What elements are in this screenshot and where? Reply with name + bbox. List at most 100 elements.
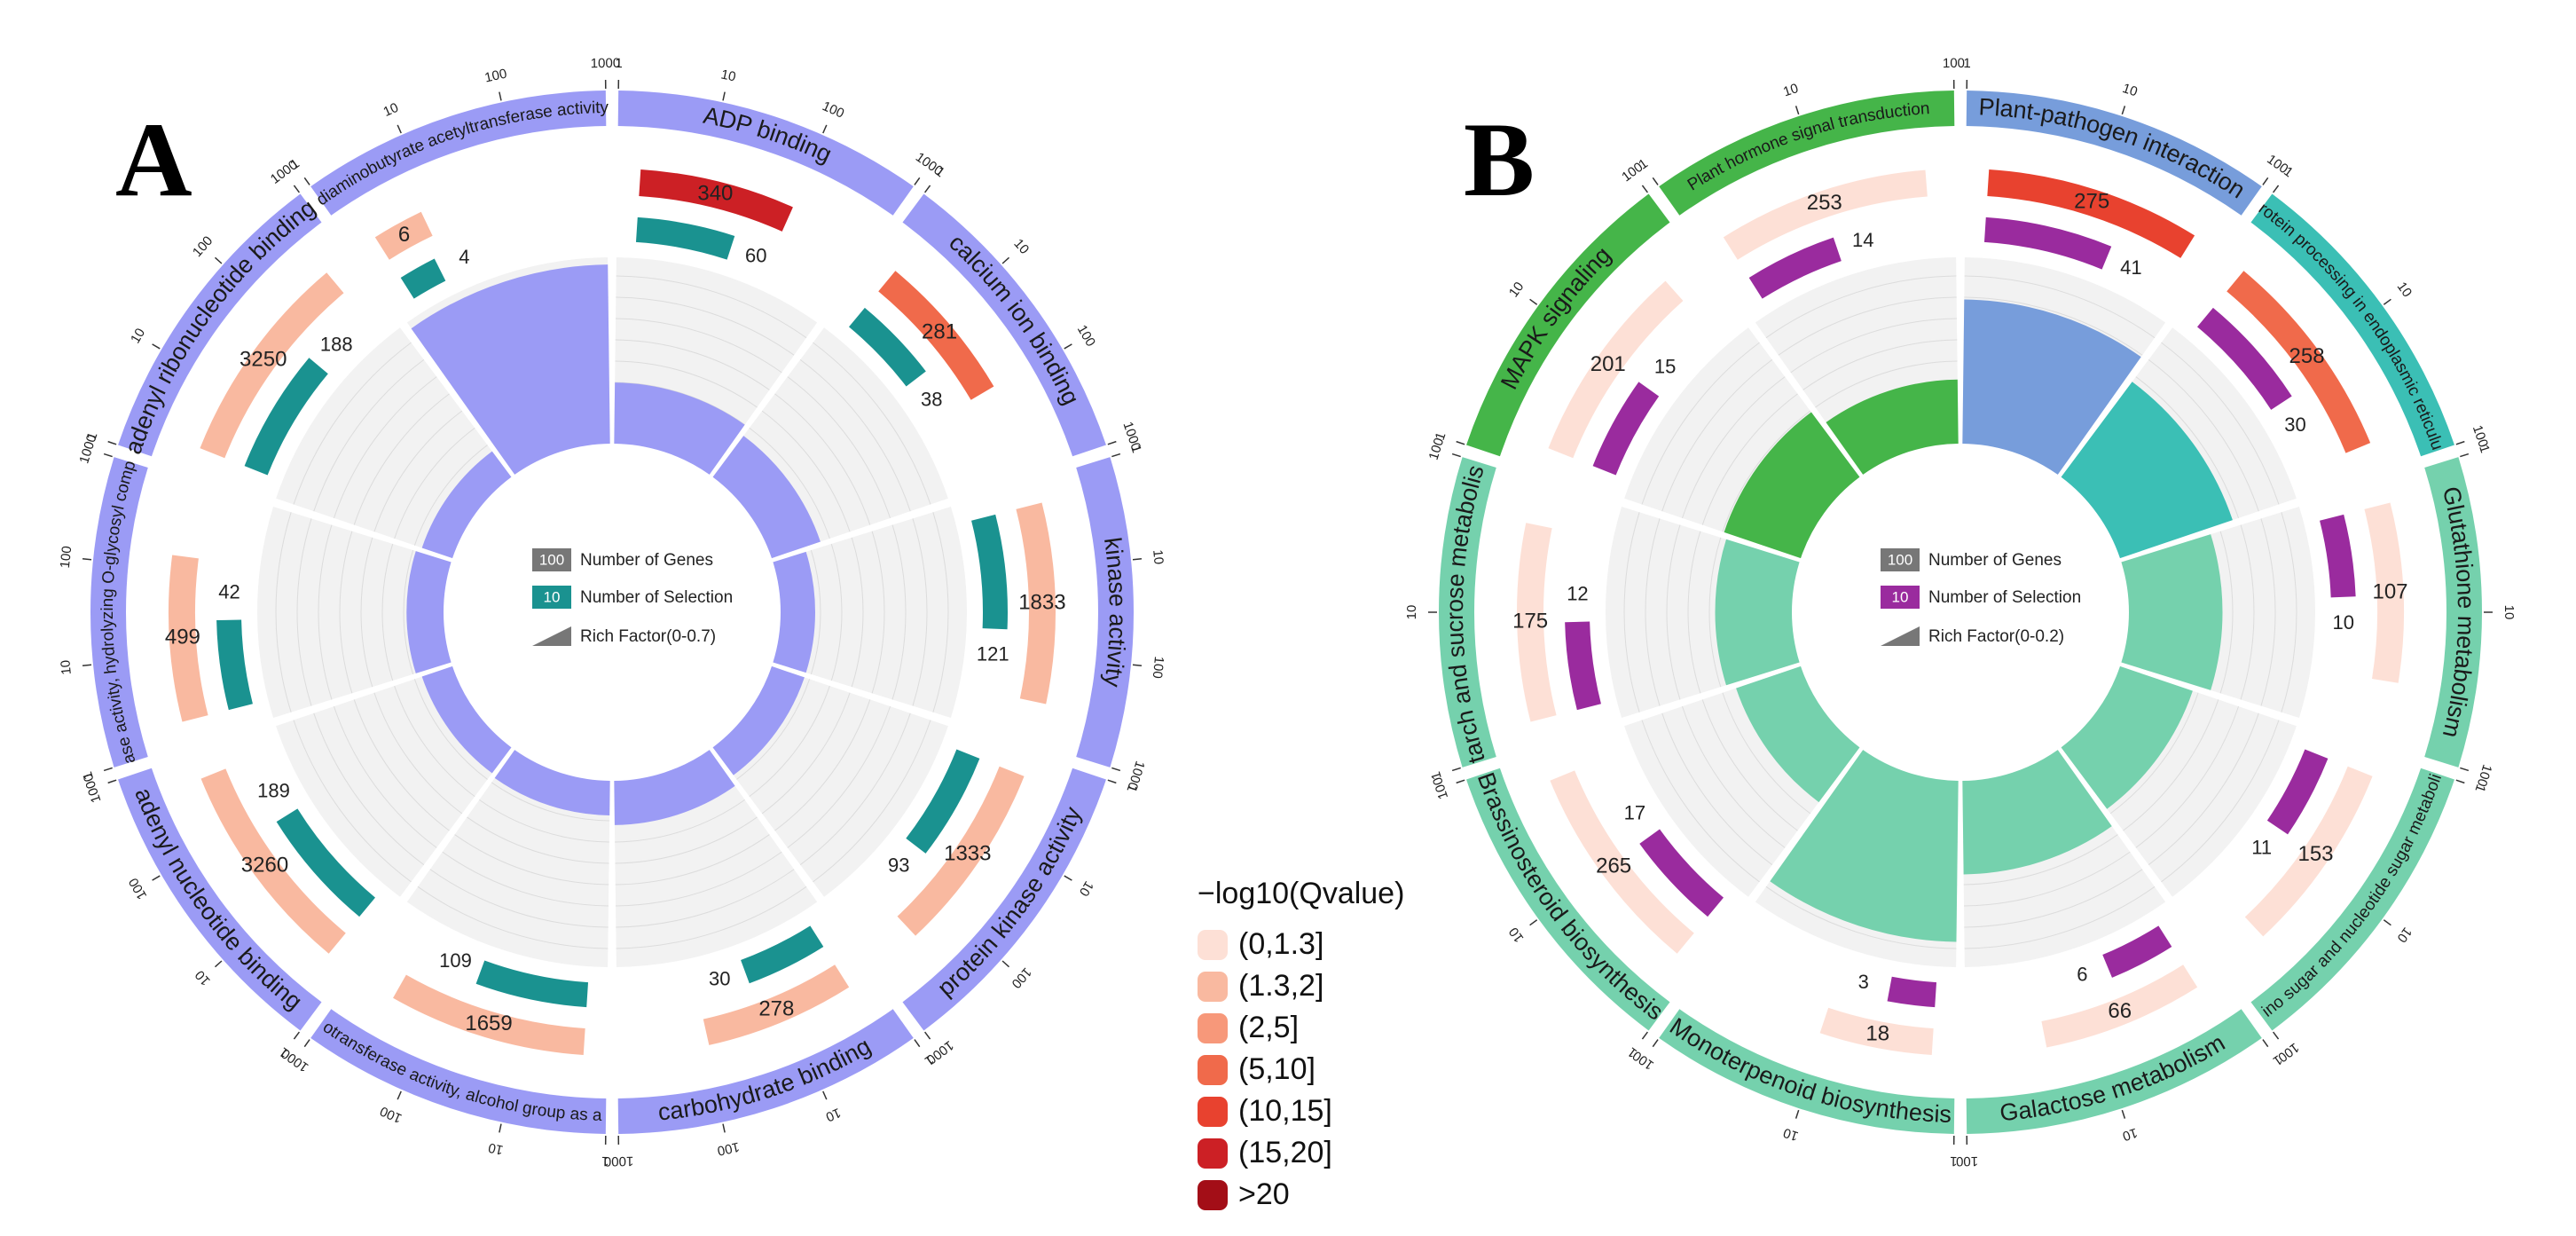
gene-count-label: 175: [1512, 610, 1548, 634]
scale-tick: [1796, 1110, 1799, 1119]
scale-tick-label: 100: [126, 875, 150, 901]
scale-tick: [1452, 454, 1461, 457]
selection-legend-box-label: 10: [544, 588, 561, 605]
scale-tick-label: 10: [58, 659, 75, 675]
selection-count-label: 3: [1858, 971, 1869, 993]
selection-count-label: 12: [1567, 583, 1588, 605]
gene-count-label: 18: [1865, 1021, 1889, 1045]
qvalue-legend-label: (10,15]: [1238, 1094, 1332, 1128]
gene-count-label: 253: [1807, 191, 1842, 215]
scale-tick: [104, 768, 113, 770]
gene-count-label: 66: [2108, 999, 2132, 1023]
gene-count-label: 3260: [241, 854, 288, 878]
scale-tick-label: 10: [2501, 605, 2517, 620]
gene-count-label: 1333: [944, 841, 991, 865]
rich-factor-bar: [1715, 539, 1799, 685]
scale-tick: [1796, 106, 1799, 114]
rich-factor-legend-swatch: [532, 626, 571, 646]
scale-tick-label: 10: [1506, 925, 1528, 945]
scale-tick-label: 10: [381, 100, 401, 120]
qvalue-legend-label: (5,10]: [1238, 1052, 1315, 1086]
scale-tick: [294, 1032, 299, 1039]
scale-tick-label: 10: [1010, 236, 1032, 257]
rich-factor-bar: [2121, 534, 2222, 690]
qvalue-legend-label: >20: [1238, 1177, 1290, 1211]
qvalue-legend-swatch: [1198, 972, 1228, 1002]
gene-count-label: 1659: [465, 1012, 512, 1035]
gene-count-label: 281: [922, 320, 957, 344]
rich-factor-legend-swatch: [1881, 626, 1920, 646]
rich-factor-legend-text: Rich Factor(0-0.7): [580, 627, 716, 646]
rich-factor-bar: [773, 552, 815, 673]
scale-tick-label: 10: [1781, 81, 1800, 99]
scale-tick: [108, 442, 116, 445]
scale-tick: [2274, 185, 2279, 193]
gene-count-label: 265: [1596, 854, 1631, 878]
scale-tick: [2122, 1110, 2124, 1119]
scale-tick: [1002, 961, 1009, 967]
scale-tick: [1111, 768, 1120, 770]
scale-tick-label: 1: [601, 1153, 609, 1169]
scale-tick: [499, 92, 501, 101]
scale-tick: [925, 185, 931, 193]
scale-tick: [294, 185, 299, 193]
scale-tick-label: 100: [820, 98, 846, 122]
scale-tick: [1653, 177, 1658, 185]
scale-tick: [1108, 780, 1116, 783]
scale-tick-label: 1000: [591, 56, 621, 71]
scale-tick: [1642, 1032, 1647, 1039]
selection-count-label: 11: [2251, 837, 2272, 859]
selection-count-bar: [476, 960, 588, 1007]
scale-tick: [2460, 768, 2469, 770]
scale-tick-label: 100: [483, 67, 508, 86]
selection-count-label: 42: [218, 580, 240, 602]
scale-tick-label: 10: [487, 1139, 505, 1157]
rich-factor-legend-text: Rich Factor(0-0.2): [1928, 627, 2064, 646]
selection-count-label: 93: [888, 854, 909, 876]
gene-count-label: 275: [2074, 190, 2109, 214]
selection-count-label: 30: [2284, 413, 2305, 436]
scale-tick-label: 10: [2394, 925, 2415, 945]
scale-tick: [915, 177, 920, 185]
gene-count-label: 153: [2297, 842, 2333, 866]
scale-tick: [1452, 768, 1461, 770]
scale-tick-label: 10: [1781, 1125, 1800, 1144]
genes-legend-text: Number of Genes: [1928, 551, 2062, 570]
scale-tick-label: 1: [1950, 1153, 1958, 1169]
scale-tick: [1653, 1040, 1658, 1047]
selection-count-label: 10: [2333, 611, 2354, 634]
scale-tick-label: 100: [190, 233, 216, 260]
scale-tick: [2274, 1032, 2279, 1039]
selection-count-bar: [971, 515, 1008, 629]
scale-tick: [1457, 442, 1465, 445]
scale-tick-label: 100: [1074, 322, 1098, 349]
rich-factor-bar: [406, 551, 451, 673]
scale-tick: [1064, 344, 1072, 349]
scale-tick: [1002, 257, 1009, 264]
genes-legend-box-label: 100: [539, 551, 564, 568]
gene-count-label: 340: [697, 182, 733, 206]
scale-tick: [925, 1032, 931, 1039]
scale-tick-label: 10: [719, 67, 737, 84]
scale-tick: [215, 961, 221, 967]
gene-count-label: 3250: [240, 347, 287, 371]
gene-count-label: 6: [398, 223, 410, 247]
scale-tick-label: 10: [192, 967, 214, 988]
selection-count-label: 17: [1624, 802, 1645, 824]
scale-tick: [2384, 920, 2391, 925]
qvalue-legend: −log10(Qvalue)(0,1.3](1.3,2](2,5](5,10](…: [1198, 877, 1404, 1211]
scale-tick-label: 100: [1150, 656, 1166, 680]
scale-tick-label: 100: [1009, 964, 1034, 991]
scale-tick: [397, 125, 401, 133]
qvalue-legend-label: (15,20]: [1238, 1136, 1332, 1169]
selection-count-bar: [401, 258, 446, 298]
selection-count-label: 189: [257, 779, 290, 801]
selection-count-bar: [1888, 977, 1936, 1007]
selection-count-label: 188: [320, 334, 353, 356]
scale-tick: [915, 1040, 920, 1047]
scale-tick-label: 10: [2121, 81, 2140, 99]
scale-tick: [1064, 876, 1072, 880]
